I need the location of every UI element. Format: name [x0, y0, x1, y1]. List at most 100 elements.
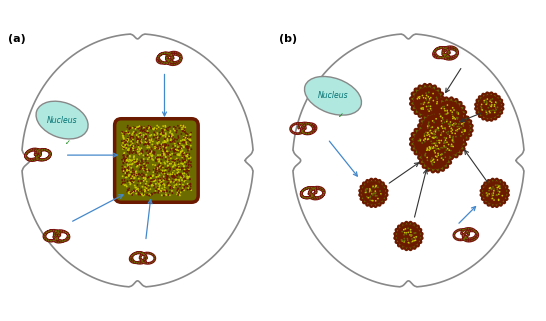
Point	[433, 157, 442, 162]
Point	[130, 183, 139, 188]
Point	[135, 162, 144, 167]
Point	[155, 187, 163, 192]
Point	[178, 150, 187, 155]
Point	[172, 130, 181, 135]
Point	[118, 178, 127, 183]
Point	[419, 95, 428, 100]
Point	[121, 156, 129, 161]
Point	[123, 165, 132, 170]
Point	[136, 147, 145, 152]
Point	[130, 175, 139, 180]
Point	[427, 130, 436, 135]
Point	[181, 179, 189, 184]
Point	[373, 185, 382, 190]
Point	[162, 137, 171, 142]
Point	[120, 159, 128, 164]
Point	[459, 122, 467, 127]
Point	[486, 97, 495, 102]
Point	[124, 164, 133, 169]
Point	[157, 179, 166, 185]
Point	[182, 135, 191, 141]
Point	[144, 126, 153, 131]
Point	[170, 174, 179, 179]
Point	[168, 136, 176, 141]
Point	[405, 241, 414, 246]
Point	[118, 180, 127, 185]
Point	[182, 132, 191, 137]
Point	[155, 179, 164, 184]
Point	[431, 142, 440, 147]
Point	[155, 173, 164, 178]
Point	[144, 157, 152, 162]
Point	[122, 156, 130, 161]
Point	[170, 140, 179, 145]
Point	[442, 119, 451, 124]
Point	[130, 126, 139, 131]
Point	[459, 132, 468, 137]
Point	[138, 178, 146, 184]
Point	[169, 133, 177, 138]
Point	[494, 183, 503, 188]
Point	[494, 198, 503, 203]
Point	[413, 96, 422, 101]
Point	[179, 152, 188, 157]
Text: (a): (a)	[8, 34, 26, 44]
Point	[156, 183, 164, 188]
Point	[420, 132, 429, 137]
Point	[147, 126, 156, 131]
Point	[118, 164, 127, 169]
Point	[133, 125, 141, 130]
Point	[144, 130, 153, 135]
Point	[142, 153, 151, 158]
Point	[123, 162, 132, 168]
Point	[145, 155, 153, 160]
Point	[155, 184, 164, 189]
Point	[158, 128, 167, 133]
Point	[182, 168, 191, 173]
Point	[456, 134, 465, 139]
Point	[127, 178, 135, 183]
Point	[126, 125, 135, 130]
Point	[163, 176, 171, 181]
Point	[171, 179, 180, 184]
Point	[124, 188, 133, 193]
Point	[179, 161, 187, 167]
Text: Nucleus: Nucleus	[47, 116, 78, 125]
Point	[143, 137, 151, 143]
Point	[176, 149, 185, 154]
Point	[128, 133, 136, 138]
Point	[491, 105, 500, 110]
Point	[147, 154, 156, 159]
Point	[120, 138, 129, 143]
Point	[147, 191, 156, 196]
Point	[480, 98, 489, 103]
Point	[438, 115, 447, 120]
Point	[403, 236, 412, 241]
Point	[127, 162, 135, 167]
Point	[156, 166, 165, 171]
Point	[482, 108, 490, 114]
Point	[177, 178, 186, 183]
Point	[142, 134, 151, 139]
Point	[171, 180, 180, 185]
Point	[495, 189, 504, 195]
Point	[128, 192, 136, 197]
Point	[428, 155, 436, 160]
Point	[135, 139, 144, 144]
Point	[154, 190, 163, 195]
Point	[124, 137, 133, 143]
Point	[181, 169, 190, 175]
Point	[169, 161, 177, 166]
Point	[171, 179, 180, 185]
Point	[127, 148, 135, 153]
Point	[186, 143, 195, 148]
Point	[177, 165, 186, 170]
Point	[460, 129, 468, 134]
Point	[149, 139, 157, 144]
Point	[400, 227, 408, 232]
Point	[149, 157, 157, 162]
Point	[148, 139, 157, 144]
Point	[139, 191, 147, 196]
Point	[128, 158, 136, 163]
Point	[120, 157, 129, 162]
